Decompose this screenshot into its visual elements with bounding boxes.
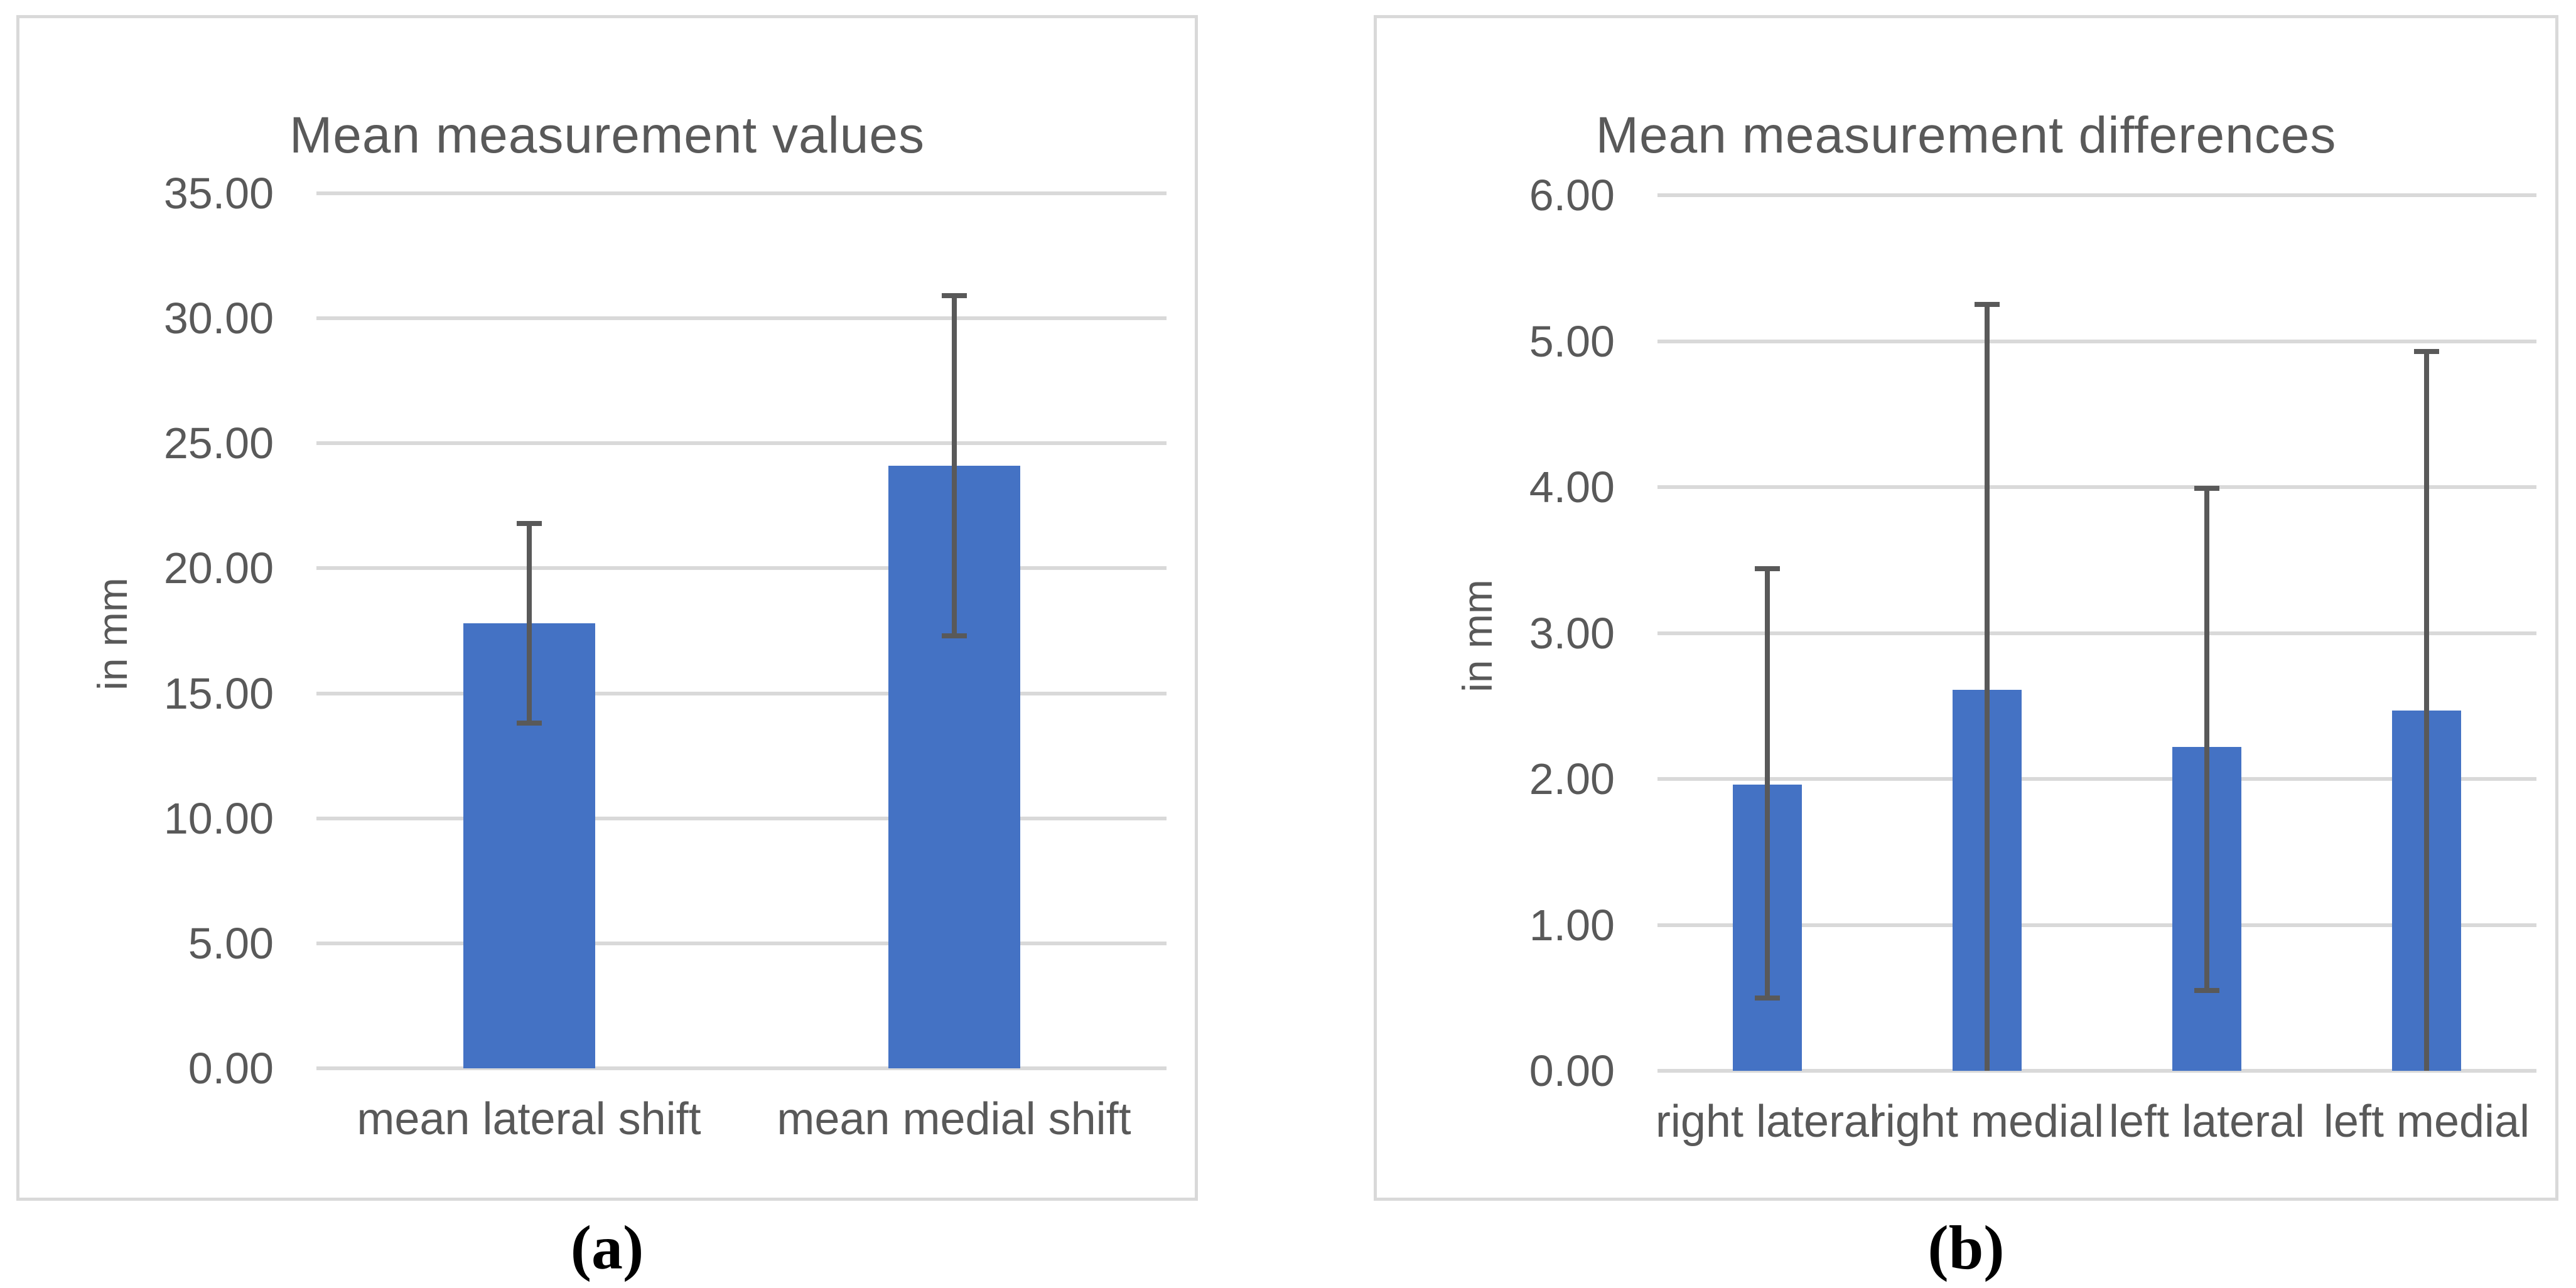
gridline	[316, 691, 1167, 695]
x-category-label: right medial	[1870, 1097, 2104, 1147]
gridline	[316, 816, 1167, 820]
error-bar-cap-bottom	[1755, 995, 1780, 1001]
y-axis-label-b: in mm	[1454, 579, 1501, 692]
error-bar-line	[2424, 351, 2429, 1071]
plot-area-b: 0.00 1.00 2.00 3.00 4.00 5.00 6.00 right latera…	[1529, 173, 2536, 1147]
y-tick-label: 6.00	[1529, 171, 1615, 220]
y-tick-label: 30.00	[163, 294, 274, 343]
error-bar-cap-bottom	[941, 633, 967, 638]
y-tick-label: 15.00	[163, 668, 274, 718]
error-bar-line	[1765, 569, 1770, 998]
y-tick-label: 5.00	[1529, 316, 1615, 366]
chart-panel-b: Mean measurement differences in mm 0.00 1…	[1374, 15, 2558, 1201]
figure-caption-b: (b)	[1927, 1213, 2005, 1282]
gridline	[1657, 193, 2536, 197]
y-tick-label: 0.00	[1529, 1046, 1615, 1095]
error-bar-cap-top	[941, 293, 967, 299]
gridline	[1657, 339, 2536, 343]
error-bar-cap-top	[516, 520, 542, 526]
gridline	[1657, 777, 2536, 781]
error-bar-line	[1985, 304, 1990, 1071]
error-bar-cap-top	[2414, 348, 2439, 354]
y-tick-label: 1.00	[1529, 900, 1615, 950]
figure-caption-a: (a)	[570, 1213, 644, 1282]
error-bar-cap-bottom	[516, 721, 542, 726]
gridline	[316, 316, 1167, 321]
plot-area-a: 0.00 5.00 10.00 15.00 20.00 25.00 30.00 35.00 me…	[164, 171, 1167, 1144]
gridline	[316, 566, 1167, 571]
error-bar-cap-top	[1975, 302, 2000, 308]
gridline	[316, 441, 1167, 446]
x-category-label: mean medial shift	[777, 1094, 1131, 1144]
gridline	[1657, 485, 2536, 490]
y-tick-label: 5.00	[188, 918, 274, 968]
error-bar-cap-top	[2194, 486, 2219, 491]
error-bar-line	[951, 296, 957, 636]
error-bar-cap-bottom	[2194, 988, 2219, 994]
gridline	[316, 941, 1167, 945]
y-tick-label: 3.00	[1529, 608, 1615, 658]
x-category-label: left medial	[2323, 1097, 2530, 1147]
error-bar-line	[526, 523, 532, 724]
y-tick-label: 2.00	[1529, 754, 1615, 804]
x-category-label: right lateral	[1655, 1097, 1880, 1147]
y-tick-label: 35.00	[163, 169, 274, 218]
error-bar-cap-top	[1755, 566, 1780, 572]
chart-title-a: Mean measurement values	[289, 107, 925, 164]
y-axis-label-a: in mm	[89, 577, 136, 690]
x-category-label: mean lateral shift	[357, 1094, 701, 1144]
y-tick-label: 10.00	[163, 793, 274, 843]
y-tick-label: 4.00	[1529, 463, 1615, 512]
gridline	[1657, 923, 2536, 927]
gridline	[316, 191, 1167, 195]
gridline	[1657, 1069, 2536, 1073]
gridline	[316, 1066, 1167, 1070]
y-tick-label: 25.00	[163, 419, 274, 468]
x-category-label: left lateral	[2108, 1097, 2305, 1147]
chart-panel-a: Mean measurement values in mm 0.00 5.00 10…	[16, 15, 1198, 1201]
chart-title-b: Mean measurement differences	[1595, 107, 2337, 164]
error-bar-line	[2204, 488, 2209, 991]
y-tick-label: 20.00	[163, 544, 274, 593]
y-tick-label: 0.00	[188, 1044, 274, 1093]
gridline	[1657, 631, 2536, 635]
